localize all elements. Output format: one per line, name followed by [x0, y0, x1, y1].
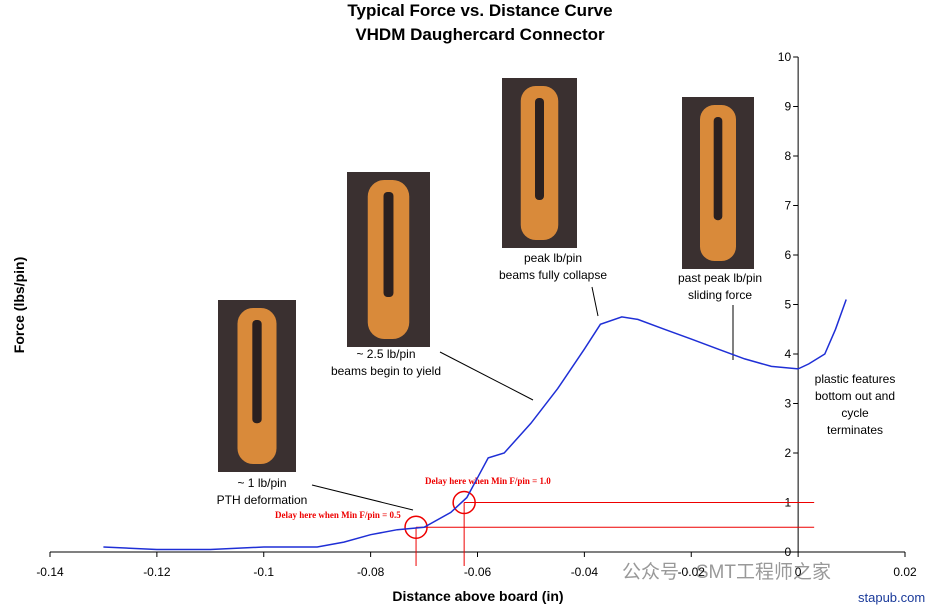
chart-title: Typical Force vs. Distance Curve: [347, 1, 612, 20]
annotation: sliding force: [688, 288, 752, 302]
y-tick-label: 6: [784, 248, 791, 262]
threshold-label: Delay here when Min F/pin = 0.5: [275, 510, 401, 520]
x-tick-label: -0.1: [253, 565, 274, 579]
x-tick-label: -0.06: [464, 565, 492, 579]
y-tick-label: 5: [784, 298, 791, 312]
watermark: 公众号 · SMT工程师之家: [622, 561, 831, 583]
threshold-circle: [404, 515, 428, 539]
annotation: cycle: [841, 406, 869, 420]
annotation: PTH deformation: [217, 493, 308, 507]
watermark-url: stapub.com: [858, 590, 925, 605]
annotation: past peak lb/pin: [678, 271, 762, 285]
x-tick-label: -0.12: [143, 565, 171, 579]
annotation: ~ 1 lb/pin: [237, 476, 286, 490]
y-tick-label: 10: [778, 50, 792, 64]
photo-part: [383, 192, 394, 297]
leader-line: [591, 286, 599, 317]
annotation: ~ 2.5 lb/pin: [356, 347, 415, 361]
y-tick-label: 7: [784, 199, 791, 213]
annotation: peak lb/pin: [524, 251, 582, 265]
annotation: bottom out and: [815, 389, 895, 403]
annotation: beams fully collapse: [499, 268, 607, 282]
y-tick-label: 9: [784, 100, 791, 114]
annotation: plastic features: [815, 372, 896, 386]
y-tick-label: 4: [784, 347, 791, 361]
photo-part: [535, 98, 544, 200]
y-tick-label: 3: [784, 397, 791, 411]
x-tick-label: -0.02: [678, 565, 706, 579]
leader-line: [311, 484, 414, 511]
x-tick-label: -0.14: [36, 565, 64, 579]
photo-part: [252, 320, 262, 424]
force-curve: [103, 299, 847, 551]
x-tick-label: -0.04: [571, 565, 599, 579]
annotation: beams begin to yield: [331, 364, 441, 378]
x-tick-label: 0.02: [893, 565, 917, 579]
chart-subtitle: VHDM Daughercard Connector: [355, 25, 605, 44]
x-tick-label: 0: [795, 565, 802, 579]
photo-part: [713, 117, 723, 221]
y-tick-label: 8: [784, 149, 791, 163]
leader-line: [439, 351, 534, 401]
y-tick-label: 0: [784, 545, 791, 559]
threshold-circle: [452, 490, 476, 515]
x-axis-title: Distance above board (in): [392, 588, 563, 604]
y-axis-title: Force (lbs/pin): [11, 257, 27, 353]
x-tick-label: -0.08: [357, 565, 385, 579]
annotation: terminates: [827, 423, 883, 437]
threshold-label: Delay here when Min F/pin = 1.0: [425, 476, 551, 486]
y-tick-label: 2: [784, 446, 791, 460]
